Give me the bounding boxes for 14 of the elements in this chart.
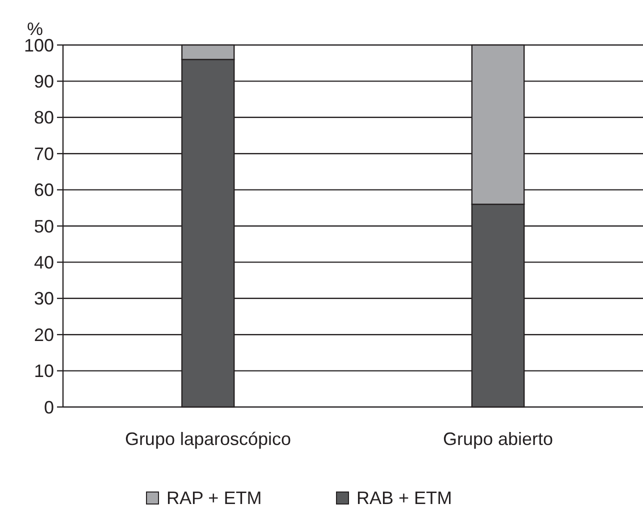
x-tick-label: Grupo abierto — [442, 429, 554, 449]
legend-label: RAP + ETM — [166, 488, 262, 508]
y-tick-label: 20 — [34, 324, 54, 345]
y-tick-label: 40 — [34, 252, 54, 272]
y-tick-label: 0 — [44, 397, 54, 418]
y-tick-label: 70 — [34, 144, 54, 164]
x-tick-label: Grupo laparoscópico — [124, 429, 292, 449]
y-tick-label: 50 — [34, 216, 54, 236]
y-tick-label: 10 — [34, 361, 54, 382]
y-tick-label: 80 — [34, 108, 54, 128]
y-tick-label: 30 — [34, 288, 54, 309]
y-tick-label: 60 — [34, 180, 54, 200]
y-tick-label: 90 — [34, 72, 54, 92]
legend-label: RAB + ETM — [356, 488, 452, 508]
